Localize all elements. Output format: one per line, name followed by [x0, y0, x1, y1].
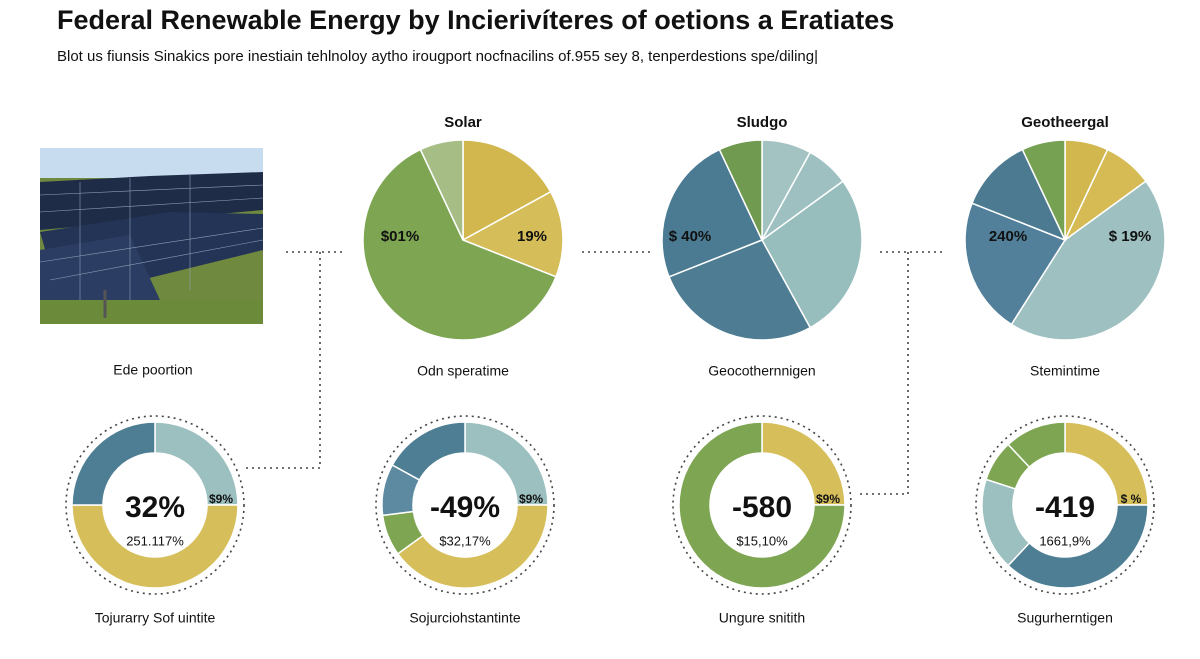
pie-caption: Stemintime — [1030, 363, 1100, 379]
pie-slice — [419, 139, 464, 241]
donut-dotted-ring — [65, 415, 245, 595]
donut-side-label: $ % — [1121, 492, 1142, 506]
pie-title: Sludgo — [737, 114, 788, 131]
pie-annotation: $ 19% — [1109, 228, 1152, 245]
donut-sub-label: $32,17% — [439, 533, 491, 548]
pie-caption: Odn speratime — [417, 363, 509, 379]
donut-side-label: $9% — [209, 492, 233, 506]
donut-side-label: $9% — [816, 492, 840, 506]
donut-center-label: -49% — [430, 491, 500, 524]
pie-slice — [462, 139, 552, 242]
donut-segment — [71, 421, 156, 506]
pie-slice — [661, 148, 764, 278]
pie-annotation: $ 40% — [669, 228, 712, 245]
subtitle: Blot us fiunsis Sinakics pore inestiain … — [57, 48, 818, 65]
donut-segment — [678, 421, 846, 589]
pie-slice — [362, 148, 557, 341]
donut-sub-label: 251.117% — [126, 533, 184, 548]
pie-slice — [964, 202, 1067, 326]
donut-segment — [396, 504, 549, 589]
pie-annotation: 240% — [989, 228, 1027, 245]
donut-sub-label: $15,10% — [736, 533, 788, 548]
title: Federal Renewable Energy by Incierivíter… — [57, 5, 894, 35]
donut-center-label: 32% — [125, 491, 185, 524]
pie-caption: Geocothernnigen — [708, 363, 815, 379]
donut-center-label: -419 — [1035, 491, 1095, 524]
donut-segment — [1007, 504, 1149, 589]
donut-caption: Sojurciohstantinte — [409, 610, 521, 626]
pie-slice — [1010, 180, 1166, 341]
solar-photo — [39, 148, 264, 324]
pie-slice — [461, 190, 564, 278]
pie-slice — [971, 148, 1067, 242]
donut-caption: Ungure snitith — [719, 610, 805, 626]
donut-caption: Tojurarry Sof uintite — [95, 610, 216, 626]
donut-dotted-ring — [375, 415, 555, 595]
donut-caption: Sugurherntigen — [1017, 610, 1113, 626]
donut-segment — [391, 421, 466, 481]
pie-slice — [761, 180, 863, 329]
photo-caption: Ede poortion — [113, 362, 192, 378]
donut-dotted-ring — [672, 415, 852, 595]
pie-slice — [668, 239, 812, 341]
pie-title: Solar — [444, 114, 482, 131]
donut-segment — [71, 504, 239, 589]
donut-dotted-ring — [975, 415, 1155, 595]
pie-annotation: $01% — [381, 228, 419, 245]
pie-slice — [718, 139, 763, 241]
pie-slice — [1021, 139, 1066, 241]
connectors — [245, 251, 945, 495]
donut-sub-label: 1661,9% — [1039, 533, 1091, 548]
pie-annotation: 19% — [517, 228, 547, 245]
pie-title: Geotheergal — [1021, 114, 1109, 131]
donut-side-label: $9% — [519, 492, 543, 506]
donut-segment — [1007, 421, 1066, 469]
donut-center-label: -580 — [732, 491, 792, 524]
